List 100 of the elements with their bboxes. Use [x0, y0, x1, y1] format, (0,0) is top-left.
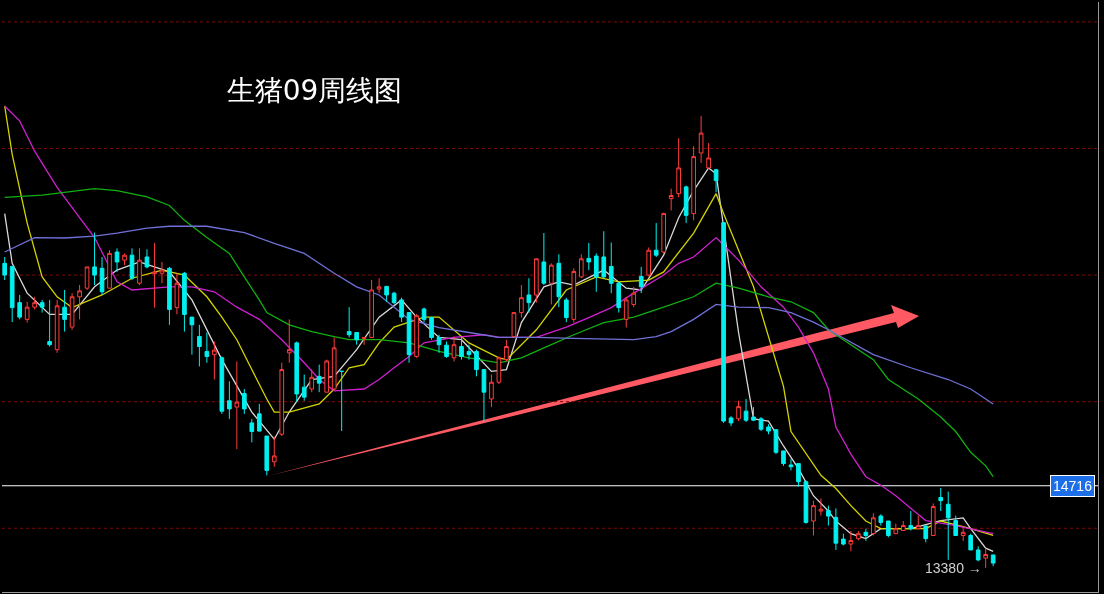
- candlestick: [54, 299, 60, 354]
- candlestick: [623, 296, 629, 329]
- candlestick: [204, 331, 210, 364]
- candlestick: [301, 374, 307, 402]
- candlestick: [945, 491, 951, 561]
- candlestick: [788, 458, 794, 471]
- candlestick: [466, 344, 472, 361]
- candlestick: [391, 291, 397, 305]
- candlestick: [706, 142, 711, 170]
- candlestick: [930, 502, 936, 536]
- candlestick: [563, 297, 569, 323]
- candlestick: [414, 313, 419, 359]
- candlestick: [32, 296, 37, 310]
- candlestick: [99, 256, 105, 296]
- candlestick: [818, 497, 824, 517]
- candlestick: [743, 398, 749, 423]
- candlestick: [526, 277, 532, 314]
- candlestick: [369, 279, 374, 338]
- candlestick: [144, 248, 150, 269]
- candlestick: [122, 252, 127, 266]
- candlestick: [683, 185, 689, 224]
- candlestick: [47, 299, 52, 348]
- candlestick: [189, 316, 195, 356]
- candlestick: [758, 416, 764, 432]
- candlestick: [885, 520, 891, 538]
- candlestick: [691, 145, 696, 221]
- candlestick: [286, 318, 292, 364]
- candlestick: [668, 188, 674, 211]
- candlestick: [444, 341, 449, 359]
- candlestick: [975, 545, 981, 562]
- candlestick: [990, 554, 996, 567]
- candlestick: [833, 507, 839, 551]
- candlestick: [983, 547, 989, 569]
- candlestick: [713, 168, 719, 193]
- candlestick: [152, 242, 157, 309]
- candlestick: [608, 242, 614, 294]
- candlestick: [384, 285, 389, 303]
- candlestick: [129, 247, 135, 281]
- candlestick: [182, 271, 187, 333]
- candlestick: [578, 253, 584, 279]
- candlestick: [271, 435, 277, 468]
- candlestick: [826, 505, 831, 527]
- candlestick: [938, 487, 944, 512]
- candlestick: [796, 463, 801, 488]
- candlestick: [114, 247, 120, 273]
- candlestick: [17, 294, 23, 320]
- candlestick: [871, 512, 876, 536]
- candlestick: [399, 297, 404, 323]
- candlestick: [324, 359, 330, 393]
- candlestick: [227, 380, 232, 420]
- text: 14716: [1053, 478, 1093, 494]
- candlestick: [781, 450, 786, 467]
- candlestick: [39, 299, 45, 314]
- candlestick: [676, 137, 681, 198]
- candlestick: [92, 232, 97, 286]
- candlestick: [294, 341, 300, 403]
- candlestick: [811, 500, 816, 536]
- candlestick: [212, 341, 217, 381]
- candlestick: [174, 272, 180, 315]
- candlestick: [376, 277, 382, 294]
- candlestick: [9, 265, 15, 323]
- candlestick: [24, 301, 30, 324]
- candlestick: [62, 289, 67, 333]
- candlestick: [893, 523, 899, 535]
- candlestick: [361, 336, 367, 346]
- candlestick: [736, 400, 741, 422]
- candlestick: [646, 246, 652, 277]
- candlestick: [638, 266, 644, 294]
- candlestick: [406, 311, 412, 364]
- candlestick: [331, 336, 337, 390]
- candlestick: [167, 266, 172, 326]
- candlestick: [863, 528, 869, 542]
- candlestick: [751, 406, 756, 422]
- candlestick: [953, 515, 959, 537]
- chart-title: 生猪09周线图: [226, 74, 403, 108]
- candlestick: [339, 370, 345, 432]
- candlestick: [241, 388, 247, 415]
- candlestick: [481, 369, 487, 422]
- candlestick: [279, 362, 285, 437]
- candlestick: [137, 247, 142, 286]
- candlestick: [593, 252, 599, 293]
- candlestick: [549, 262, 554, 305]
- candlestick: [556, 253, 562, 308]
- candlestick: [474, 349, 479, 377]
- candlestick: [346, 306, 352, 338]
- candlestick: [459, 336, 464, 361]
- candlestick: [960, 528, 966, 542]
- candlestick: [968, 533, 974, 551]
- candlestick: [534, 257, 539, 304]
- candlestick: [309, 369, 315, 393]
- candlestick: [256, 403, 262, 432]
- candlestick: [451, 336, 457, 362]
- candlestick: [234, 360, 240, 450]
- candlestick: [436, 334, 442, 354]
- candlestick: [69, 292, 75, 331]
- annotation: 13380 →: [925, 560, 982, 576]
- candlestick: [107, 249, 112, 289]
- candlestick: [803, 479, 809, 525]
- candlestick: [900, 520, 906, 532]
- candlestick: [219, 355, 225, 415]
